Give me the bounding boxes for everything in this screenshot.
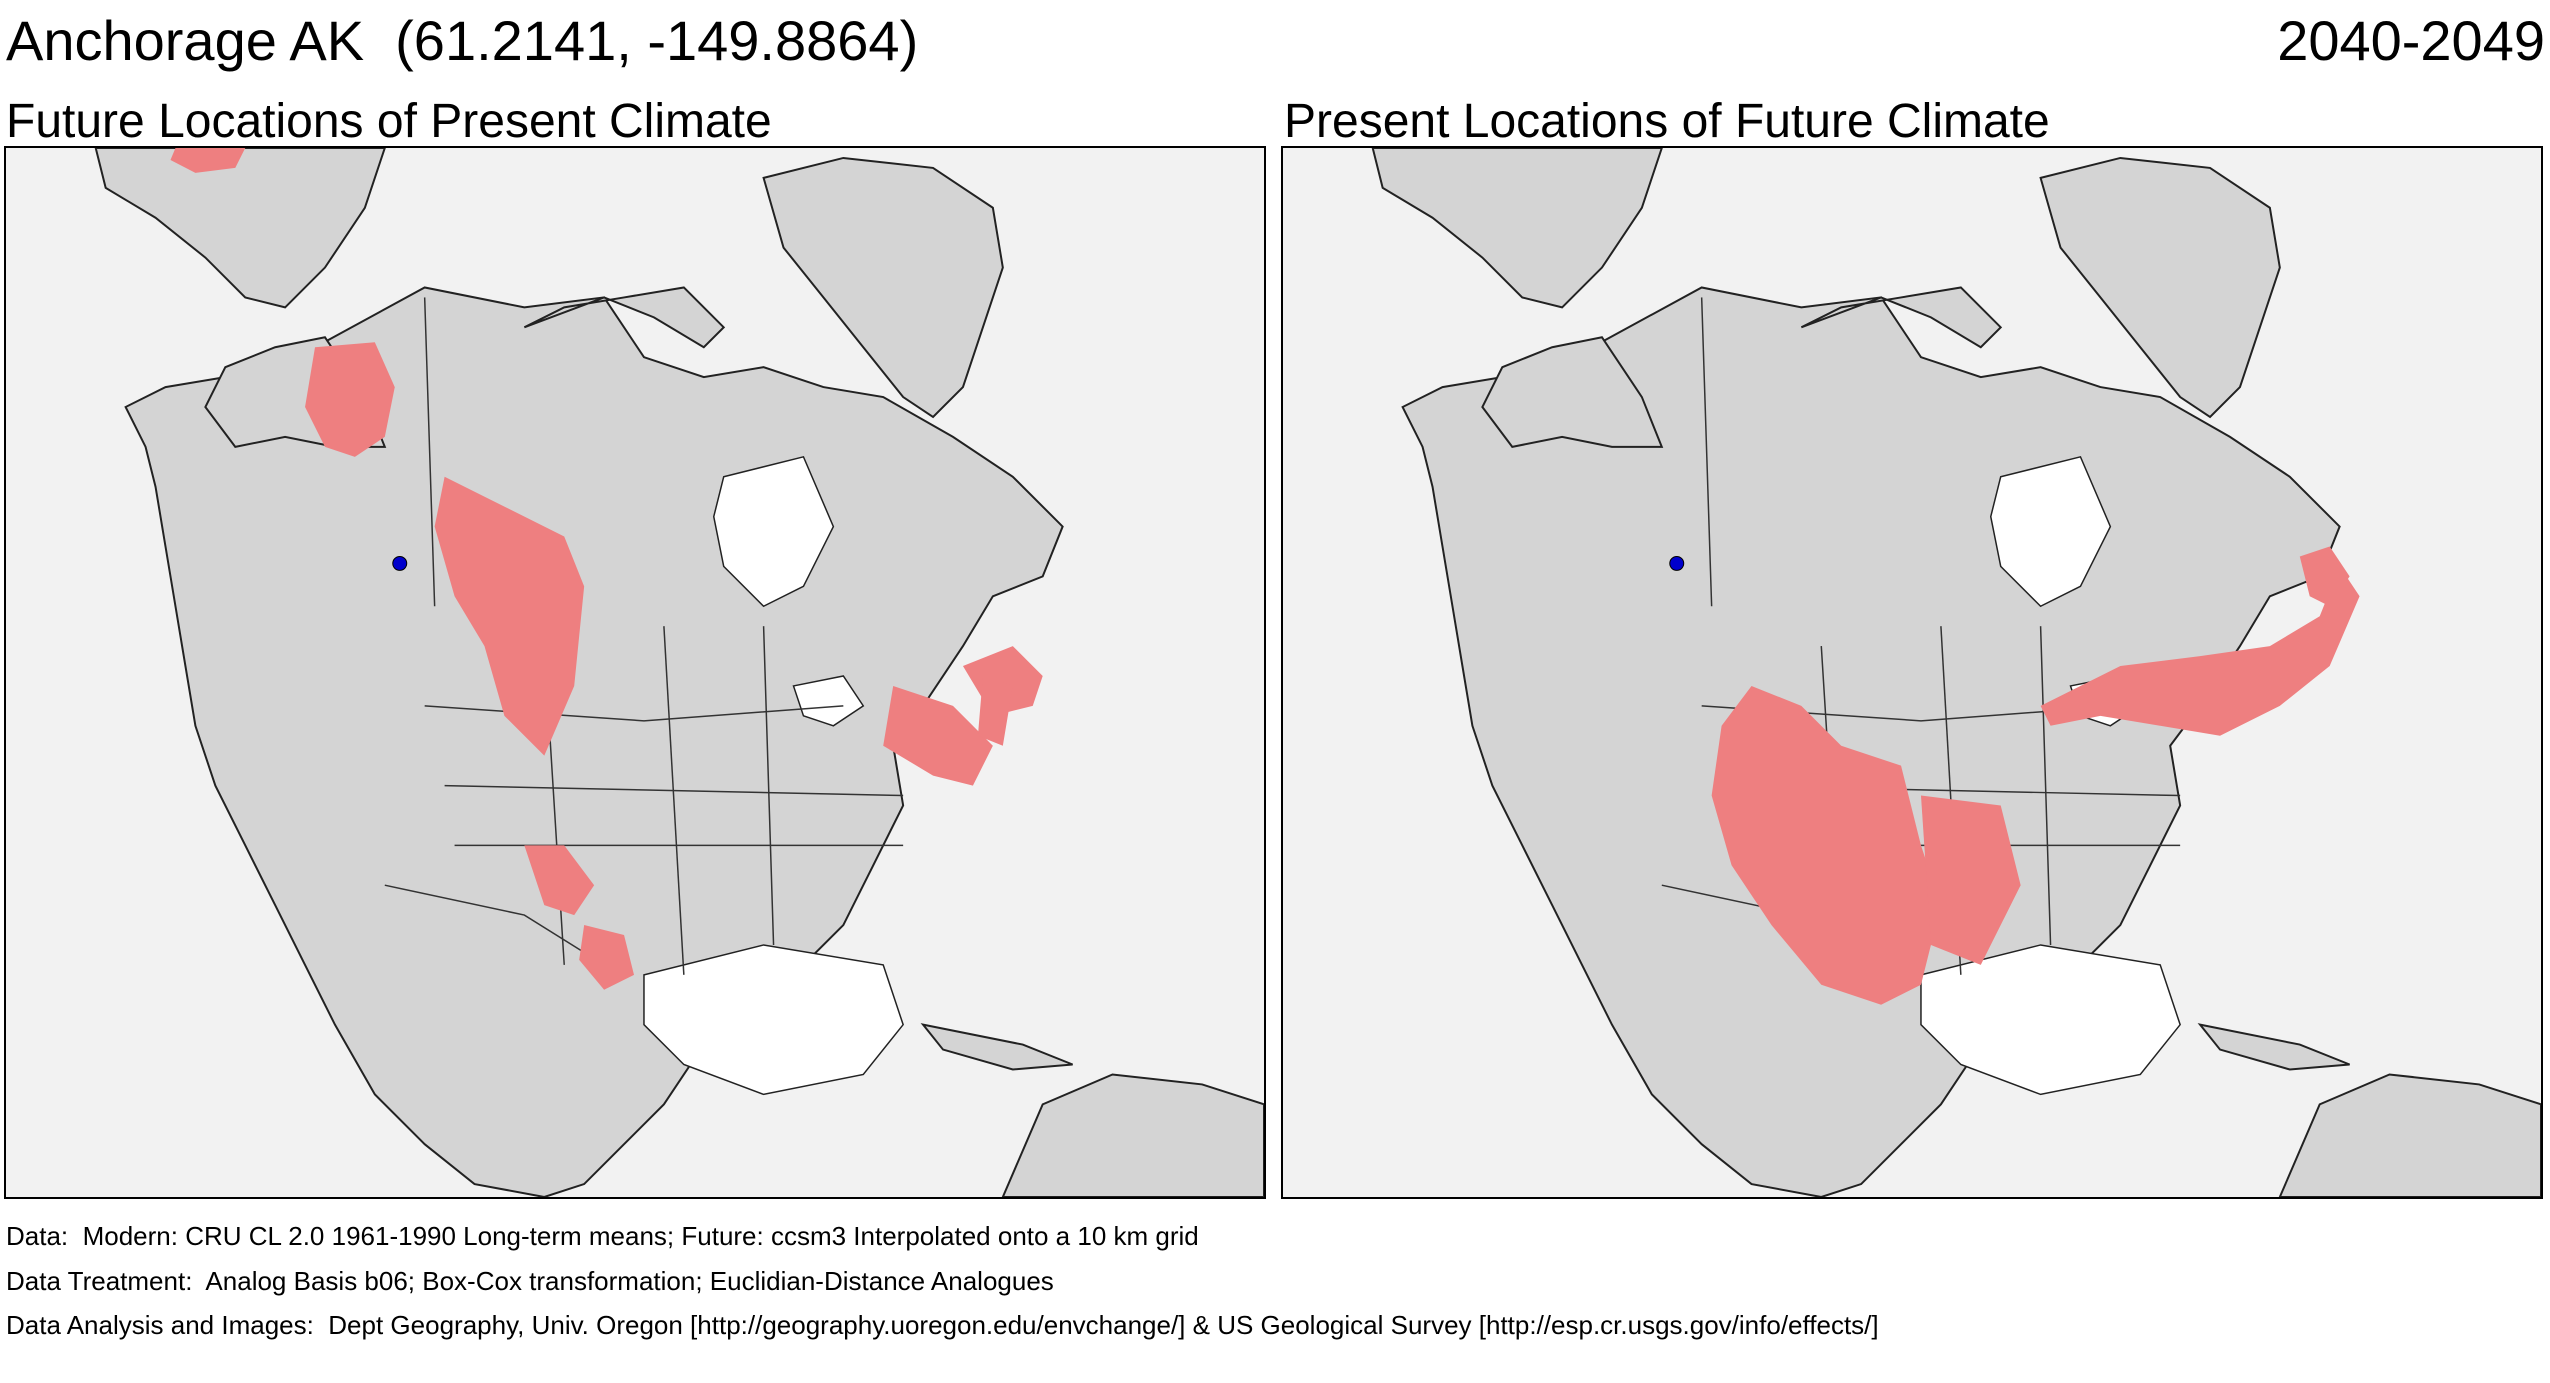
siberia	[94, 148, 386, 309]
arctic-islands	[523, 286, 726, 349]
south-america	[2278, 1073, 2541, 1197]
greenland	[762, 156, 1004, 419]
cuba	[2197, 1023, 2350, 1071]
analog-regions-left	[170, 148, 1043, 990]
great-lakes	[792, 675, 865, 727]
analog-region	[977, 675, 1013, 746]
site-marker	[1669, 555, 1685, 571]
analog-region	[1711, 685, 1941, 1005]
analog-regions-right	[1711, 546, 2360, 1005]
analog-region	[883, 685, 993, 786]
analog-region	[434, 476, 585, 756]
analog-region	[579, 925, 635, 990]
arctic-islands	[1800, 286, 2003, 349]
map-canvas-left	[6, 148, 1264, 1197]
south-america	[1001, 1073, 1264, 1197]
panel-title-present-locations: Present Locations of Future Climate	[1284, 95, 2050, 148]
cuba	[920, 1023, 1073, 1071]
alaska	[1481, 336, 1664, 448]
hudson-bay	[1989, 455, 2112, 608]
gulf-of-mexico	[643, 944, 904, 1096]
gulf-of-mexico	[1920, 944, 2181, 1096]
siberia	[1371, 148, 1663, 309]
hudson-bay	[712, 455, 835, 608]
analog-region	[305, 342, 395, 457]
period-title: 2040-2049	[2277, 9, 2545, 72]
location-title: Anchorage AK (61.2141, -149.8864)	[6, 9, 919, 72]
analog-region	[1920, 795, 2021, 965]
analog-region	[2040, 566, 2360, 736]
footer-data-source: Data: Modern: CRU CL 2.0 1961-1990 Long-…	[6, 1221, 1199, 1251]
analog-region	[524, 845, 595, 916]
map-canvas-right	[1283, 148, 2541, 1197]
lakes-layer	[643, 455, 904, 1096]
greenland	[2039, 156, 2281, 419]
site-marker	[392, 555, 408, 571]
footer-data-treatment: Data Treatment: Analog Basis b06; Box-Co…	[6, 1266, 1054, 1296]
map-present-locations	[1281, 146, 2543, 1199]
map-future-locations	[4, 146, 1266, 1199]
panel-title-future-locations: Future Locations of Present Climate	[6, 95, 772, 148]
analog-region	[170, 148, 246, 173]
lakes-layer	[1920, 455, 2181, 1096]
footer-data-analysis: Data Analysis and Images: Dept Geography…	[6, 1310, 1879, 1340]
analog-region	[2299, 546, 2350, 607]
